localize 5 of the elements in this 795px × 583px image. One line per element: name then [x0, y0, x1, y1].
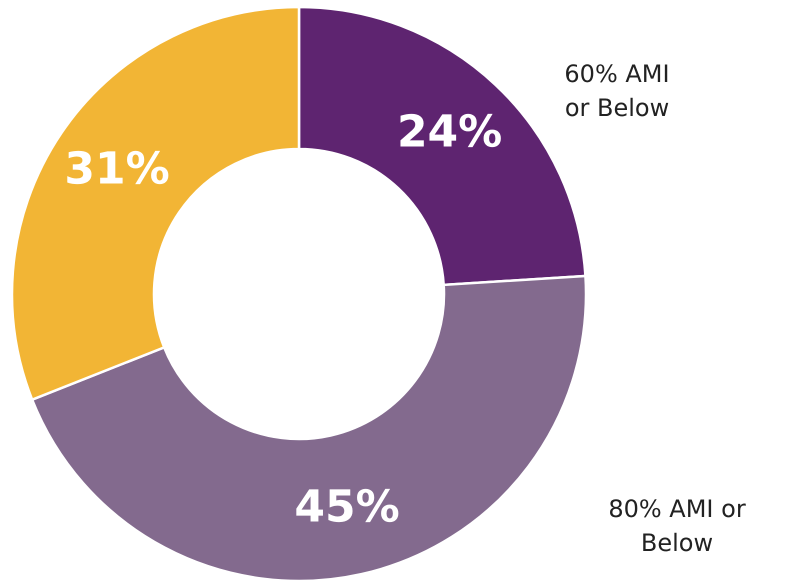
data-label: 24%: [396, 106, 502, 158]
slice-label: 60% AMI or Below: [564, 60, 670, 122]
slice-label: 80% AMI or Below: [608, 495, 746, 557]
data-label: 45%: [294, 482, 400, 533]
data-label: 31%: [64, 143, 170, 194]
